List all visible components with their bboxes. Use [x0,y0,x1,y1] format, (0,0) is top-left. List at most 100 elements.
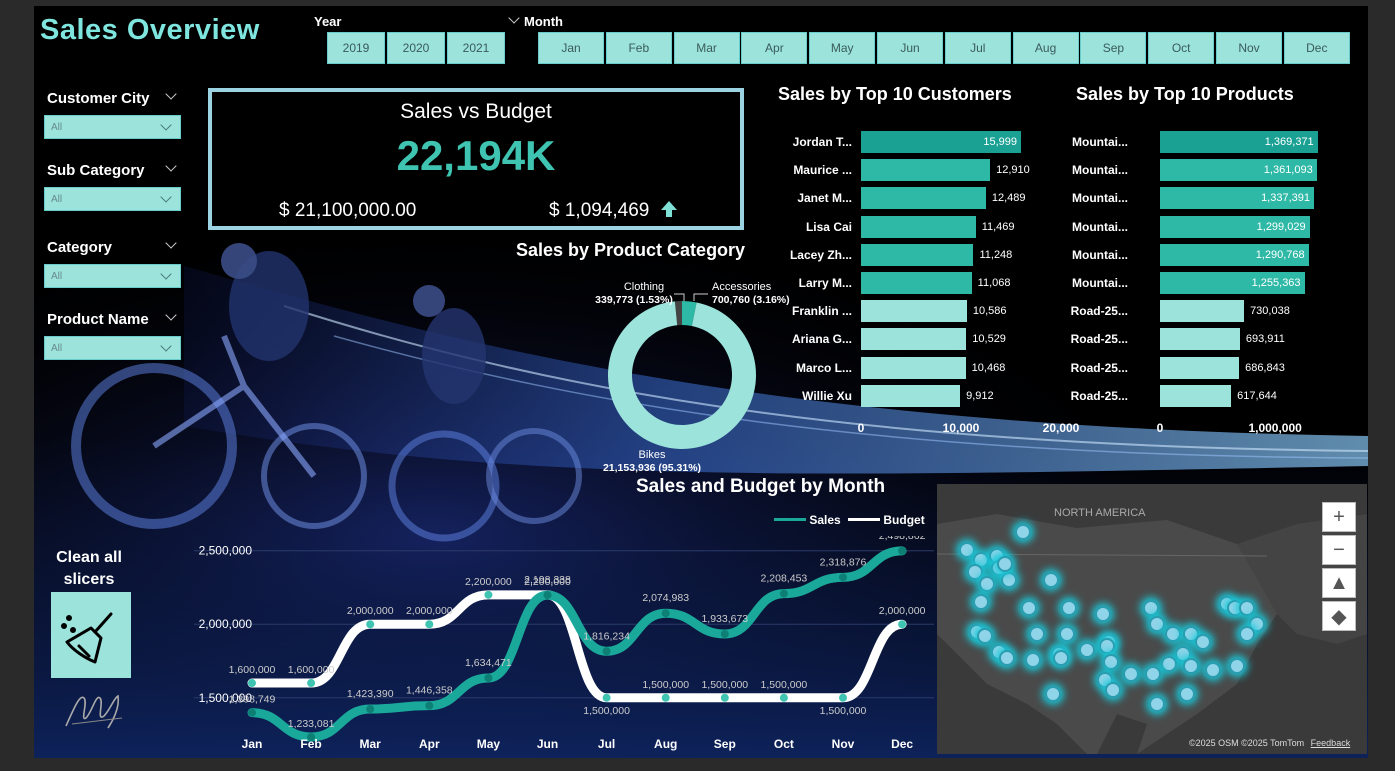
series-point-budget[interactable] [661,693,670,702]
map-point[interactable] [1105,682,1121,698]
map-point[interactable] [1149,696,1165,712]
map-point[interactable] [977,628,993,644]
series-point-sales[interactable] [779,589,788,598]
tilt-button[interactable]: ▲ [1322,568,1356,598]
series-point-budget[interactable] [898,620,907,629]
category-dropdown[interactable]: All [44,264,181,288]
product-bar[interactable] [1160,356,1240,379]
customer-bar[interactable] [861,272,972,294]
compass-button[interactable]: ◆ [1322,601,1356,631]
customer-bar[interactable] [861,356,966,379]
year-button-2021[interactable]: 2021 [447,32,505,64]
month-button-dec[interactable]: Dec [1283,32,1350,64]
customer-bar[interactable] [861,243,974,266]
month-button-jan[interactable]: Jan [538,32,604,64]
customer-bar[interactable] [861,159,991,182]
month-button-sep[interactable]: Sep [1080,32,1147,64]
customer-bar[interactable] [861,384,961,407]
map-point[interactable] [1123,666,1139,682]
map-point[interactable] [1195,634,1211,650]
product-name-dropdown[interactable]: All [44,336,181,360]
series-point-sales[interactable] [898,546,907,555]
series-point-sales[interactable] [425,701,434,710]
map-point[interactable] [997,556,1013,572]
map-point[interactable] [1061,600,1077,616]
month-button-feb[interactable]: Feb [605,32,672,64]
series-point-sales[interactable] [839,573,847,582]
series-point-sales[interactable] [366,705,375,714]
series-point-sales[interactable] [307,733,316,742]
product-bar[interactable] [1160,187,1314,210]
donut-slice-clothing[interactable] [674,301,682,326]
map-point[interactable] [979,576,995,592]
customer-bar[interactable] [861,187,986,210]
map-point[interactable] [1239,600,1255,616]
map-point[interactable] [1015,524,1031,540]
series-point-budget[interactable] [720,693,729,702]
map-point[interactable] [1059,626,1075,642]
customer-bar[interactable] [861,300,967,323]
series-point-sales[interactable] [661,609,670,618]
product-bar[interactable] [1160,300,1245,323]
map-point[interactable] [1095,606,1111,622]
map-point[interactable] [1145,666,1161,682]
map-point[interactable] [1029,626,1045,642]
series-point-sales[interactable] [602,647,611,656]
year-button-2019[interactable]: 2019 [327,32,385,64]
map-point[interactable] [959,542,975,558]
month-button-aug[interactable]: Aug [1012,32,1079,64]
series-point-budget[interactable] [839,693,847,702]
product-bar[interactable] [1160,159,1317,182]
product-bar[interactable] [1160,272,1305,294]
zoom-in-button[interactable]: + [1322,502,1356,532]
map-point[interactable] [973,594,989,610]
donut-slice-bikes[interactable] [608,301,756,449]
year-button-2020[interactable]: 2020 [387,32,445,64]
map-point[interactable] [1229,658,1245,674]
map-point[interactable] [1021,600,1037,616]
zoom-out-button[interactable]: − [1322,535,1356,565]
map-point[interactable] [1103,654,1119,670]
product-bar[interactable] [1160,215,1310,238]
map-point[interactable] [999,650,1015,666]
map-point[interactable] [1149,616,1165,632]
customer-bar[interactable] [861,328,967,351]
customer-bar[interactable] [861,131,1021,153]
map-point[interactable] [1161,656,1177,672]
map-point[interactable] [1143,600,1159,616]
sub-category-dropdown[interactable]: All [44,187,181,211]
map-point[interactable] [1183,658,1199,674]
series-point-budget[interactable] [425,620,434,629]
series-point-budget[interactable] [484,590,493,599]
sales-map[interactable]: NORTH AMERICA + − ▲ ◆ ©2025 OSM ©2025 TomTo… [937,484,1367,754]
map-feedback-link[interactable]: Feedback [1310,738,1351,748]
map-point[interactable] [1099,638,1115,654]
month-button-mar[interactable]: Mar [673,32,740,64]
product-bar[interactable] [1160,131,1318,153]
month-button-apr[interactable]: Apr [741,32,808,64]
map-point[interactable] [1043,572,1059,588]
map-point[interactable] [1053,650,1069,666]
map-point[interactable] [967,564,983,580]
series-line-budget[interactable] [247,590,907,703]
map-point[interactable] [1179,686,1195,702]
series-point-sales[interactable] [484,673,493,682]
customer-bar[interactable] [861,215,976,238]
map-point[interactable] [1205,662,1221,678]
product-bar[interactable] [1160,243,1309,266]
product-bar[interactable] [1160,328,1240,351]
donut-slice-accessories[interactable] [682,301,697,326]
sales-budget-line-chart[interactable]: 1,500,000 2,000,000 2,500,000 1,398,749 1,23… [154,536,934,758]
customer-city-dropdown[interactable]: All [44,115,181,139]
map-point[interactable] [1165,626,1181,642]
series-point-budget[interactable] [602,693,611,702]
month-button-oct[interactable]: Oct [1148,32,1215,64]
map-point[interactable] [1001,572,1017,588]
series-point-sales[interactable] [543,591,552,600]
series-point-budget[interactable] [779,693,788,702]
map-point[interactable] [1079,642,1095,658]
series-point-sales[interactable] [248,708,256,717]
month-button-jun[interactable]: Jun [877,32,943,64]
month-button-may[interactable]: May [809,32,876,64]
